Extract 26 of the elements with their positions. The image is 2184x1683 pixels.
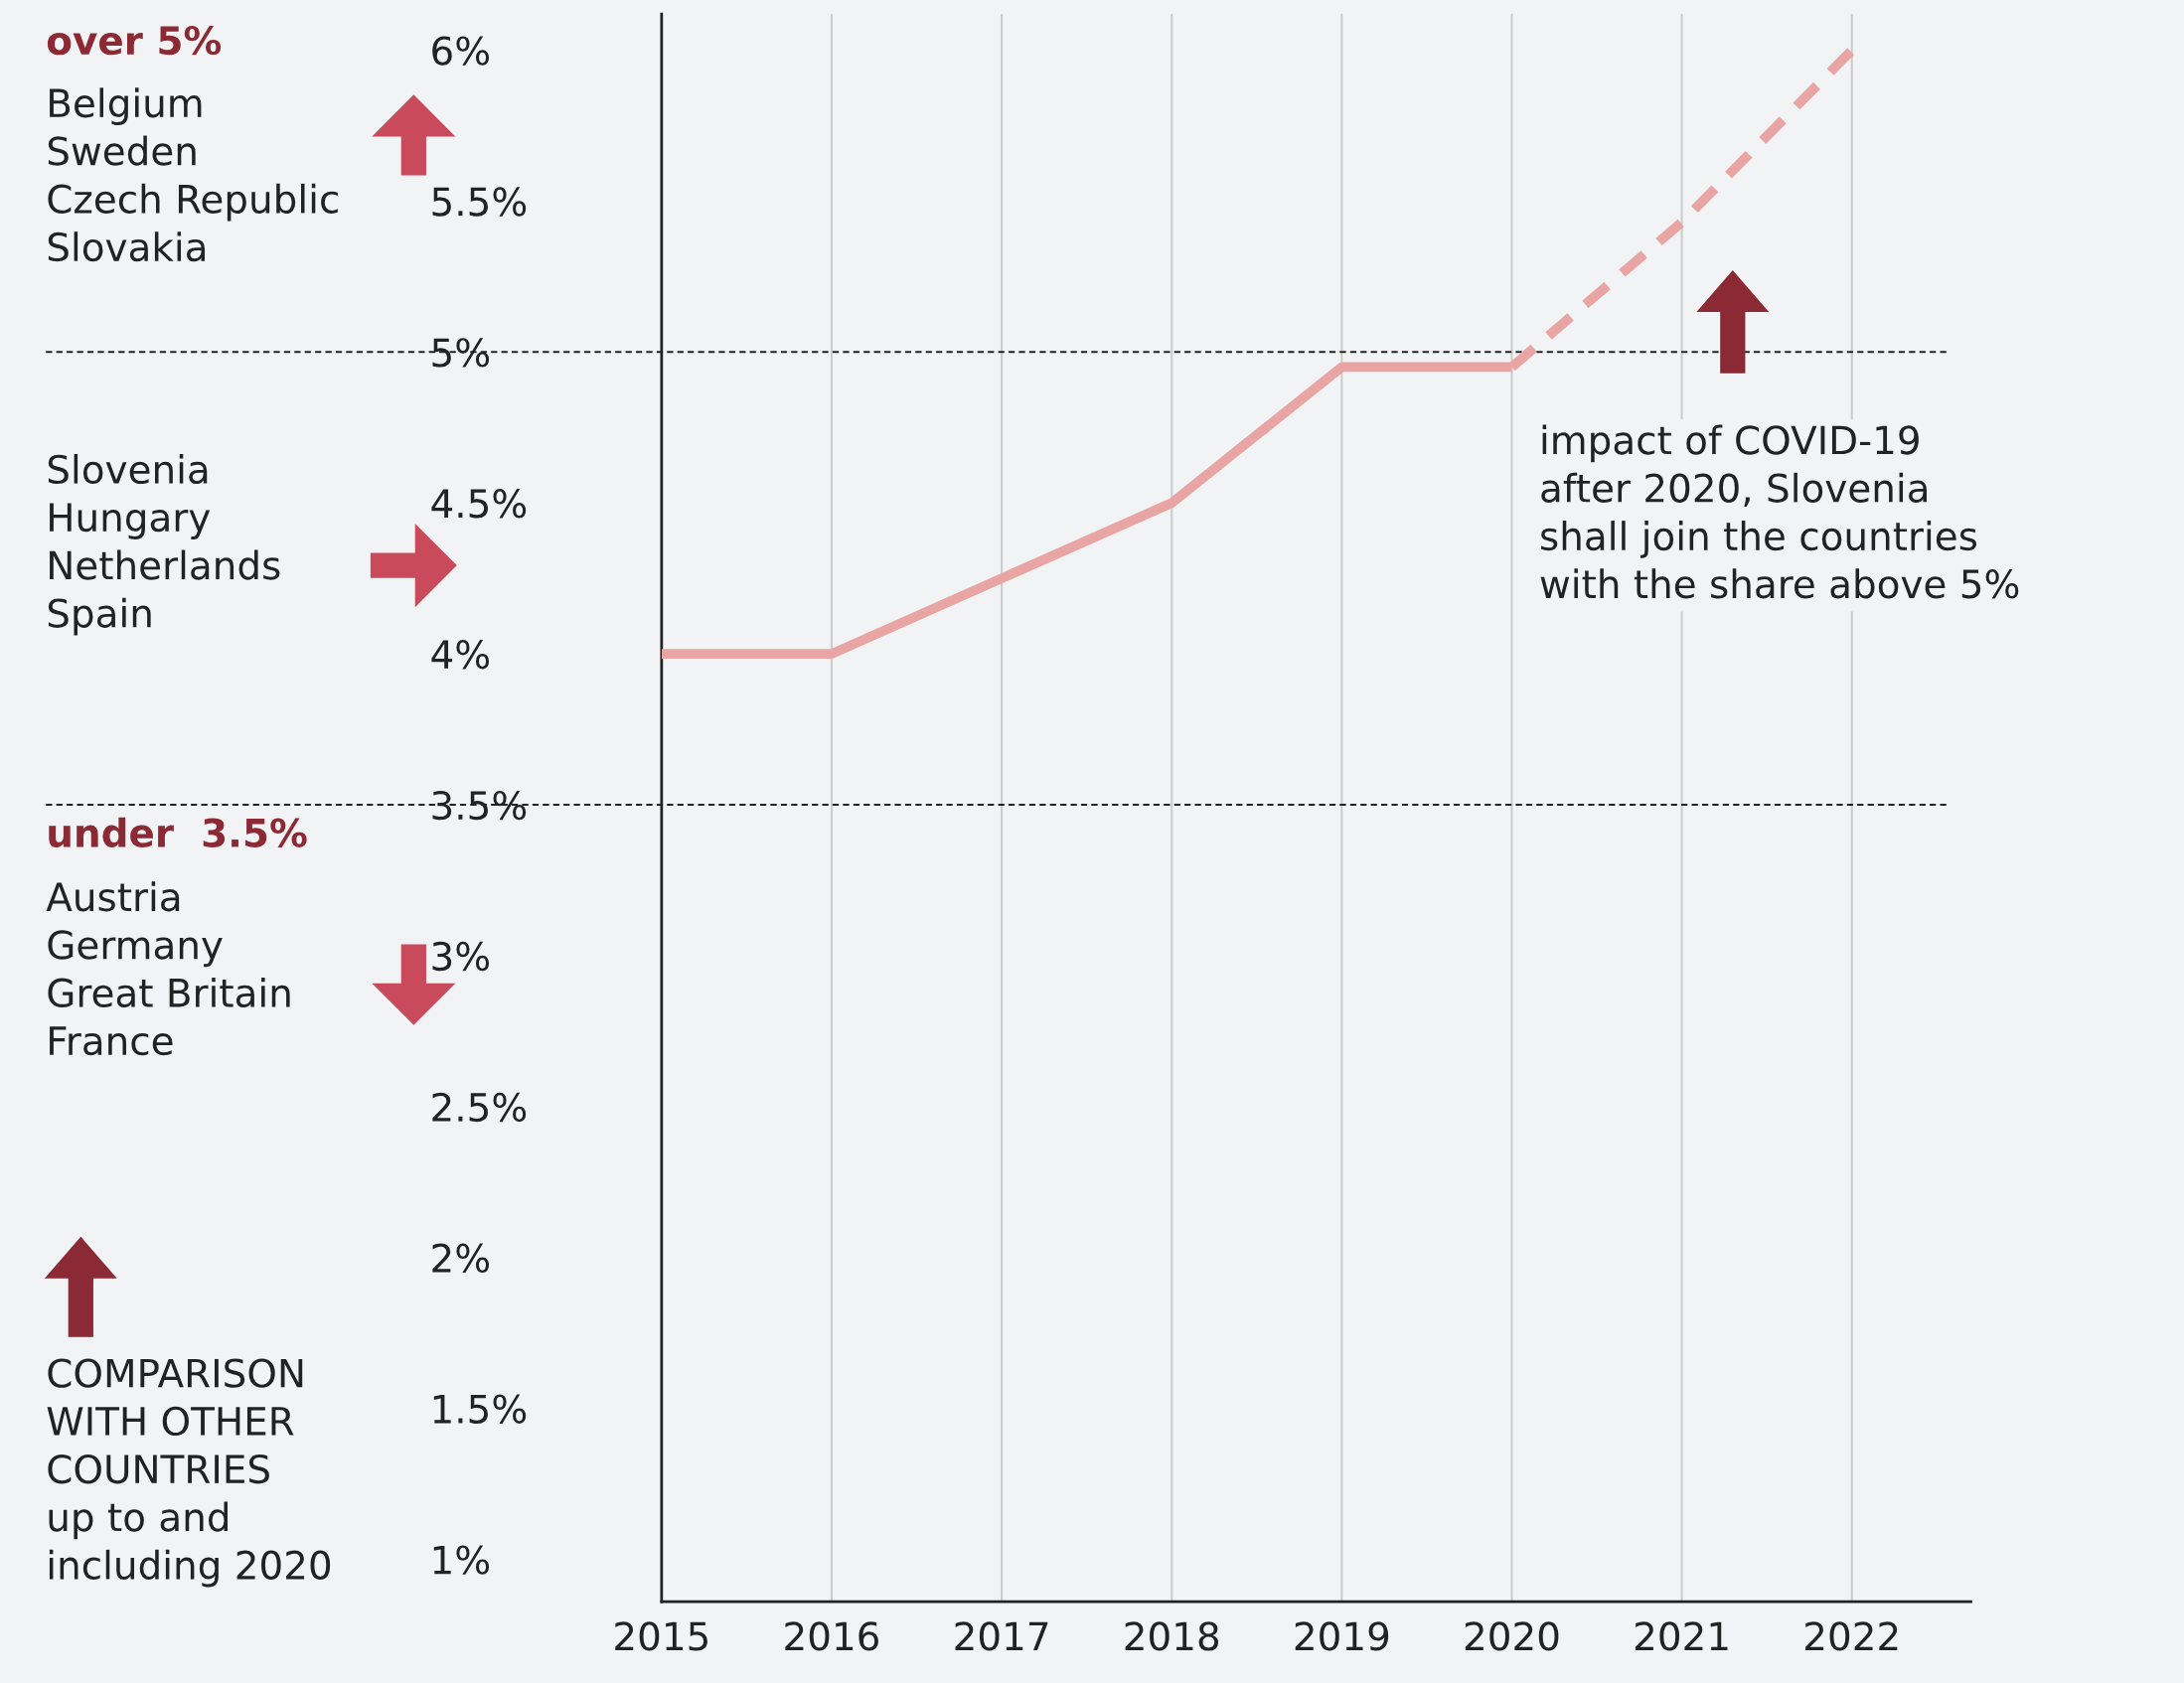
y-tick-label: 3%	[432, 941, 490, 972]
x-tick-label: 2021	[1635, 1621, 1728, 1651]
text: over 5%	[47, 25, 222, 56]
x-tick-label: 2019	[1295, 1621, 1389, 1651]
x-tick-label: 2015	[615, 1621, 707, 1651]
x-tick-label: 2018	[1125, 1621, 1219, 1651]
text: under 3.5%	[49, 817, 307, 847]
text: Slovenia Hungary Netherlands Spain	[48, 453, 280, 636]
x-tick-label: 2022	[1805, 1621, 1898, 1651]
y-tick-label: 2.5%	[432, 1092, 527, 1123]
y-tick-label: 1.5%	[433, 1394, 527, 1424]
x-tick-label: 2016	[785, 1621, 879, 1651]
text: Austria Germany Great Britain France	[46, 881, 290, 1056]
y-tick-label: 5%	[432, 338, 490, 368]
y-tick-label: 3.5%	[432, 790, 527, 821]
x-tick-label: 2020	[1465, 1621, 1559, 1651]
y-tick-label: 5.5%	[432, 187, 527, 217]
y-tick-label: 1%	[433, 1545, 490, 1575]
text: COMPARISON WITH OTHER COUNTRIES up to and including 2020	[47, 1358, 331, 1588]
x-tick-label: 2017	[955, 1621, 1048, 1651]
annotation: impact of COVID-19 after 2020, Slovenia shall join the countries with the share above 5%	[1540, 424, 2019, 599]
y-tick-label: 4.5%	[431, 489, 527, 519]
y-tick-label: 6%	[432, 36, 490, 66]
y-tick-label: 2%	[432, 1243, 490, 1274]
y-tick-label: 4%	[431, 640, 490, 670]
text: Belgium Sweden Czech Republic Slovakia	[48, 87, 338, 262]
